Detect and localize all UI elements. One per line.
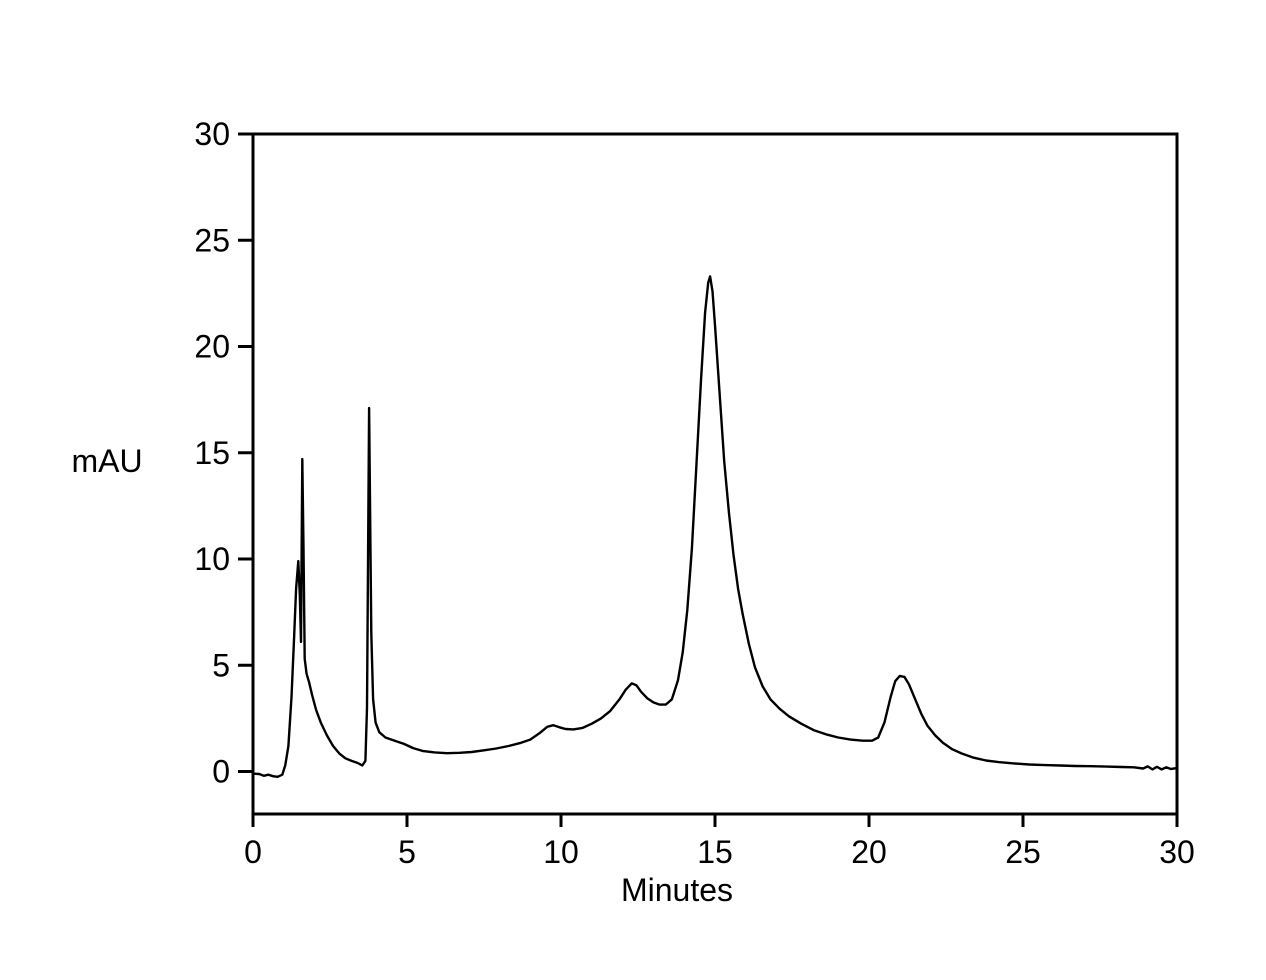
y-tick-label: 5 [212, 647, 230, 683]
x-axis-label: Minutes [621, 872, 733, 908]
x-tick-label: 0 [244, 834, 262, 870]
y-tick-label: 30 [194, 116, 230, 152]
x-tick-label: 20 [851, 834, 887, 870]
x-tick-label: 25 [1005, 834, 1041, 870]
y-tick-label: 15 [194, 435, 230, 471]
plot-area: 0 5 10 15 20 25 30 0 5 10 15 20 25 30 [194, 116, 1194, 870]
y-tick-label: 25 [194, 222, 230, 258]
x-tick-label: 30 [1159, 834, 1195, 870]
x-tick-label: 5 [398, 834, 416, 870]
y-tick-label: 10 [194, 541, 230, 577]
y-tick-label: 0 [212, 754, 230, 790]
x-tick-label: 10 [543, 834, 579, 870]
signal-trace [251, 275, 1179, 778]
plot-frame [251, 132, 1179, 816]
y-tick-label: 20 [194, 329, 230, 365]
x-tick-label: 15 [697, 834, 733, 870]
y-axis-label: mAU [71, 443, 142, 479]
